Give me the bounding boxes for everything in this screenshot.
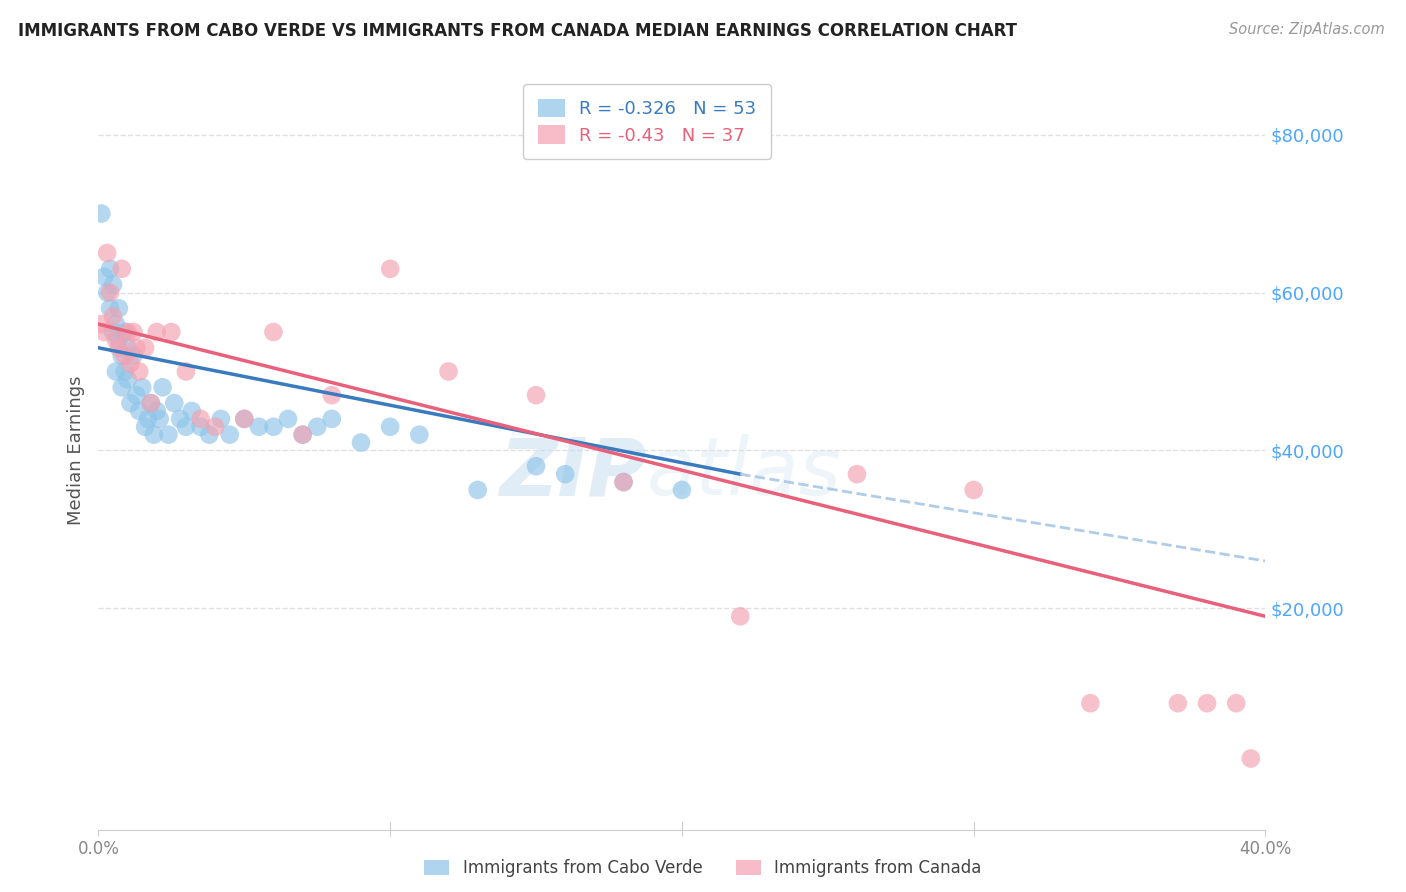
Point	[120, 396, 142, 410]
Point	[114, 325, 136, 339]
Point	[108, 341, 131, 355]
Point	[108, 301, 131, 316]
Point	[131, 380, 153, 394]
Point	[1167, 696, 1189, 710]
Point	[169, 412, 191, 426]
Point	[128, 404, 150, 418]
Point	[730, 609, 752, 624]
Point	[98, 261, 121, 276]
Point	[262, 419, 284, 434]
Point	[247, 419, 270, 434]
Point	[120, 357, 142, 371]
Point	[408, 427, 430, 442]
Point	[277, 412, 299, 426]
Point	[104, 364, 127, 378]
Point	[1225, 696, 1247, 710]
Point	[160, 325, 183, 339]
Point	[104, 317, 127, 331]
Point	[101, 277, 124, 292]
Point	[198, 427, 221, 442]
Point	[122, 349, 145, 363]
Point	[146, 404, 169, 418]
Text: IMMIGRANTS FROM CABO VERDE VS IMMIGRANTS FROM CANADA MEDIAN EARNINGS CORRELATION: IMMIGRANTS FROM CABO VERDE VS IMMIGRANTS…	[18, 22, 1018, 40]
Point	[128, 364, 150, 378]
Point	[321, 412, 343, 426]
Point	[380, 419, 402, 434]
Point	[846, 467, 869, 482]
Point	[163, 396, 186, 410]
Point	[524, 459, 547, 474]
Point	[321, 388, 343, 402]
Point	[125, 341, 148, 355]
Point	[90, 206, 112, 220]
Point	[174, 419, 197, 434]
Point	[125, 388, 148, 402]
Point	[122, 325, 145, 339]
Point	[111, 380, 134, 394]
Point	[233, 412, 256, 426]
Point	[233, 412, 256, 426]
Point	[962, 483, 984, 497]
Point	[117, 372, 139, 386]
Point	[101, 309, 124, 323]
Point	[180, 404, 202, 418]
Point	[671, 483, 693, 497]
Text: Source: ZipAtlas.com: Source: ZipAtlas.com	[1229, 22, 1385, 37]
Point	[96, 246, 118, 260]
Legend: R = -0.326   N = 53, R = -0.43   N = 37: R = -0.326 N = 53, R = -0.43 N = 37	[523, 84, 770, 159]
Point	[307, 419, 329, 434]
Point	[98, 285, 121, 300]
Point	[96, 285, 118, 300]
Point	[262, 325, 284, 339]
Text: atlas: atlas	[647, 434, 842, 512]
Point	[1240, 751, 1263, 765]
Point	[1195, 696, 1218, 710]
Point	[117, 325, 139, 339]
Point	[554, 467, 576, 482]
Point	[209, 412, 232, 426]
Point	[142, 427, 165, 442]
Point	[1080, 696, 1102, 710]
Point	[612, 475, 634, 489]
Point	[190, 419, 212, 434]
Point	[111, 349, 134, 363]
Point	[104, 333, 127, 347]
Point	[111, 261, 134, 276]
Point	[114, 364, 136, 378]
Point	[136, 412, 159, 426]
Point	[157, 427, 180, 442]
Point	[117, 341, 139, 355]
Text: ZIP: ZIP	[499, 434, 647, 512]
Point	[134, 419, 156, 434]
Point	[291, 427, 314, 442]
Point	[291, 427, 314, 442]
Point	[467, 483, 489, 497]
Point	[139, 396, 162, 410]
Point	[93, 269, 115, 284]
Legend: Immigrants from Cabo Verde, Immigrants from Canada: Immigrants from Cabo Verde, Immigrants f…	[418, 853, 988, 884]
Point	[98, 301, 121, 316]
Point	[350, 435, 373, 450]
Point	[380, 261, 402, 276]
Point	[101, 325, 124, 339]
Point	[114, 349, 136, 363]
Point	[218, 427, 240, 442]
Point	[108, 333, 131, 347]
Point	[134, 341, 156, 355]
Point	[437, 364, 460, 378]
Point	[139, 396, 162, 410]
Point	[524, 388, 547, 402]
Point	[93, 325, 115, 339]
Point	[612, 475, 634, 489]
Point	[174, 364, 197, 378]
Point	[146, 325, 169, 339]
Point	[190, 412, 212, 426]
Point	[204, 419, 226, 434]
Point	[152, 380, 174, 394]
Point	[90, 317, 112, 331]
Point	[149, 412, 172, 426]
Y-axis label: Median Earnings: Median Earnings	[66, 376, 84, 525]
